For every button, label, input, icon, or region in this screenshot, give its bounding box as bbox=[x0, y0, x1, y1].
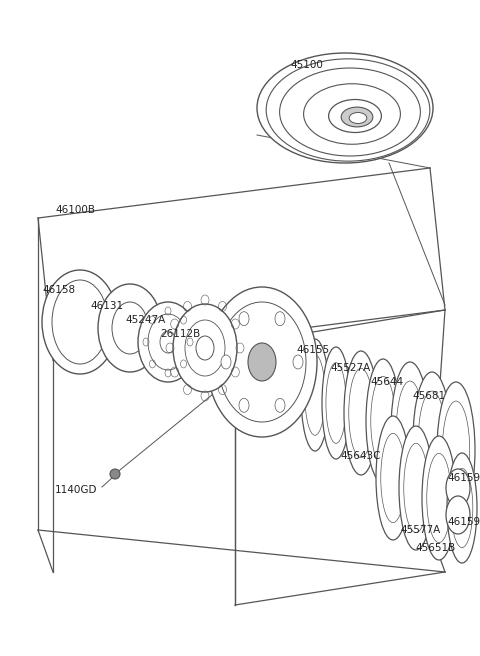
Text: 45681: 45681 bbox=[412, 391, 445, 401]
Ellipse shape bbox=[98, 284, 162, 372]
Ellipse shape bbox=[446, 496, 470, 534]
Ellipse shape bbox=[344, 351, 378, 475]
Text: 1140GD: 1140GD bbox=[55, 485, 97, 495]
Ellipse shape bbox=[437, 382, 475, 518]
Text: 45577A: 45577A bbox=[400, 525, 440, 535]
Ellipse shape bbox=[293, 355, 303, 369]
Text: 46159: 46159 bbox=[447, 517, 480, 527]
Ellipse shape bbox=[349, 112, 367, 123]
Ellipse shape bbox=[110, 469, 120, 479]
Ellipse shape bbox=[138, 302, 198, 382]
Text: 46158: 46158 bbox=[42, 285, 75, 295]
Ellipse shape bbox=[447, 453, 477, 563]
Ellipse shape bbox=[42, 270, 118, 374]
Ellipse shape bbox=[422, 436, 456, 560]
Text: 46100B: 46100B bbox=[55, 205, 95, 215]
Ellipse shape bbox=[221, 355, 231, 369]
Text: 45643C: 45643C bbox=[340, 451, 381, 461]
Ellipse shape bbox=[248, 343, 276, 381]
Ellipse shape bbox=[257, 53, 433, 163]
Text: 45100: 45100 bbox=[290, 60, 323, 70]
Ellipse shape bbox=[207, 287, 317, 437]
Text: 46155: 46155 bbox=[296, 345, 329, 355]
Ellipse shape bbox=[399, 426, 433, 550]
Ellipse shape bbox=[366, 359, 400, 483]
Text: 45651B: 45651B bbox=[415, 543, 455, 553]
Text: 45247A: 45247A bbox=[125, 315, 165, 325]
Text: 46159: 46159 bbox=[447, 473, 480, 483]
Ellipse shape bbox=[446, 469, 470, 507]
Ellipse shape bbox=[341, 107, 373, 127]
Text: 45644: 45644 bbox=[370, 377, 403, 387]
Ellipse shape bbox=[376, 416, 410, 540]
Ellipse shape bbox=[239, 312, 249, 325]
Text: 46131: 46131 bbox=[90, 301, 123, 311]
Ellipse shape bbox=[391, 362, 429, 498]
Ellipse shape bbox=[413, 372, 451, 508]
Ellipse shape bbox=[301, 339, 329, 451]
Ellipse shape bbox=[275, 398, 285, 413]
Ellipse shape bbox=[322, 347, 350, 459]
Text: 45527A: 45527A bbox=[330, 363, 370, 373]
Text: 26112B: 26112B bbox=[160, 329, 200, 339]
Ellipse shape bbox=[173, 304, 237, 392]
Ellipse shape bbox=[239, 398, 249, 413]
Ellipse shape bbox=[275, 312, 285, 325]
